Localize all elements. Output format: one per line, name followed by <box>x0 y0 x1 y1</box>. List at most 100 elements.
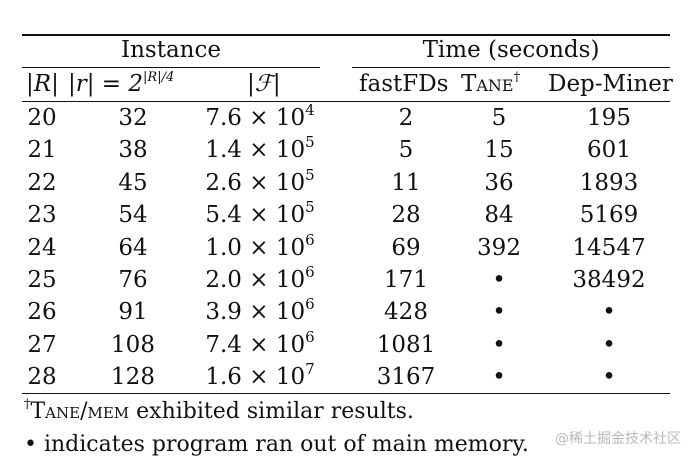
cell-R: 25 <box>27 267 57 293</box>
cell-fastfds: 171 <box>384 267 428 293</box>
footnote-tane-mem: †Tane/mem exhibited similar results. <box>24 397 414 425</box>
cell-r: 91 <box>118 299 148 326</box>
cell-fastfds: 5 <box>398 137 414 164</box>
footnote-bullet: • <box>24 432 37 457</box>
header-rule <box>22 101 670 102</box>
cell-F-exponent: 5 <box>305 133 315 152</box>
cell-fastfds: 428 <box>384 299 428 326</box>
cell-tane: • <box>492 331 506 358</box>
cell-fastfds: 2 <box>398 105 414 131</box>
cell-F-exponent: 6 <box>305 327 315 346</box>
cell-F: 1.4 × 105 <box>205 134 314 166</box>
cell-F-exponent: 5 <box>305 165 315 184</box>
cell-depminer: • <box>602 331 616 358</box>
cell-F-mantissa: 1.0 × 10 <box>205 234 306 261</box>
col-header-r: |r| = 2|R|/4 <box>68 71 174 97</box>
cell-F-mantissa: 5.4 × 10 <box>205 202 306 229</box>
cell-R: 28 <box>27 364 57 391</box>
table-row: 28 128 1.6 × 107 3167 • • <box>0 361 693 393</box>
cell-r: 64 <box>118 234 148 261</box>
cell-F: 3.9 × 106 <box>205 296 314 328</box>
cell-R: 27 <box>27 331 57 358</box>
cell-depminer: • <box>602 299 616 326</box>
cell-depminer: 14547 <box>572 234 646 261</box>
cell-depminer: 601 <box>587 137 631 164</box>
cell-F: 7.4 × 106 <box>205 329 314 361</box>
cell-r: 108 <box>111 331 155 358</box>
cell-tane: 5 <box>491 105 507 131</box>
cell-F: 1.6 × 107 <box>205 361 314 393</box>
cell-tane: • <box>492 267 506 293</box>
col-header-F: |ℱ| <box>247 71 281 97</box>
cell-F: 2.6 × 105 <box>205 167 314 199</box>
table-row: 27 108 7.4 × 106 1081 • • <box>0 329 693 361</box>
col-header-tane-dagger: † <box>513 70 521 85</box>
cell-tane: 392 <box>477 234 521 261</box>
cell-fastfds: 1081 <box>376 331 436 358</box>
cell-depminer: 195 <box>587 105 631 131</box>
cell-F-exponent: 6 <box>305 295 315 314</box>
table-row: 23 54 5.4 × 105 28 84 5169 <box>0 199 693 231</box>
footnote-tane-mem-label: Tane/mem <box>30 399 130 424</box>
footnote-dagger: † <box>24 397 31 412</box>
cell-tane: 36 <box>484 169 514 196</box>
col-header-tane-label: Tane <box>461 71 514 97</box>
table-row: 22 45 2.6 × 105 11 36 1893 <box>0 167 693 199</box>
cell-F-exponent: 5 <box>305 198 315 217</box>
cell-F-mantissa: 2.6 × 10 <box>205 169 306 196</box>
col-header-R: |R| <box>26 71 59 97</box>
cell-F-mantissa: 3.9 × 10 <box>205 299 306 326</box>
cell-r: 54 <box>118 202 148 229</box>
cell-R: 20 <box>27 105 57 131</box>
cell-r: 76 <box>118 267 148 293</box>
cell-F-mantissa: 1.4 × 10 <box>205 137 306 164</box>
cell-fastfds: 3167 <box>376 364 436 391</box>
col-header-fastfds: fastFDs <box>359 71 449 97</box>
cell-R: 22 <box>27 169 57 196</box>
cell-F-exponent: 6 <box>305 230 315 249</box>
time-group-rule <box>352 67 670 68</box>
cell-F-exponent: 6 <box>305 263 315 281</box>
table-row: 20 32 7.6 × 104 2 5 195 <box>0 102 693 134</box>
table-row: 24 64 1.0 × 106 69 392 14547 <box>0 232 693 264</box>
table-row: 21 38 1.4 × 105 5 15 601 <box>0 134 693 166</box>
cell-R: 23 <box>27 202 57 229</box>
cell-depminer: • <box>602 364 616 391</box>
top-rule <box>22 34 670 36</box>
cell-r: 45 <box>118 169 148 196</box>
cell-F: 2.0 × 106 <box>205 264 314 296</box>
footnote-memory-text: indicates program ran out of main memory… <box>36 432 529 457</box>
cell-tane: • <box>492 299 506 326</box>
cell-F: 5.4 × 105 <box>205 199 314 231</box>
cell-tane: • <box>492 364 506 391</box>
cell-R: 24 <box>27 234 57 261</box>
col-header-r-exponent: |R|/4 <box>143 70 175 85</box>
cell-fastfds: 28 <box>391 202 421 229</box>
footnote-memory: • indicates program ran out of main memo… <box>24 432 529 458</box>
cell-R: 21 <box>27 137 57 164</box>
footnote-tane-mem-text: exhibited similar results. <box>129 399 414 424</box>
cell-fastfds: 69 <box>391 234 421 261</box>
instance-group-header: Instance <box>121 37 221 63</box>
col-header-tane: Tane† <box>461 71 520 97</box>
cell-F-exponent: 4 <box>305 101 315 119</box>
cell-r: 38 <box>118 137 148 164</box>
instance-group-rule <box>22 67 320 68</box>
cell-F: 7.6 × 104 <box>205 102 314 134</box>
cell-depminer: 5169 <box>579 202 639 229</box>
cell-depminer: 38492 <box>572 267 646 293</box>
bottom-rule <box>22 393 670 394</box>
cell-R: 26 <box>27 299 57 326</box>
col-header-depminer: Dep-Miner <box>548 71 673 97</box>
cell-F-mantissa: 7.4 × 10 <box>205 331 306 358</box>
cell-tane: 15 <box>484 137 514 164</box>
cell-r: 32 <box>118 105 148 131</box>
cell-F-mantissa: 2.0 × 10 <box>205 267 306 293</box>
cell-F-exponent: 7 <box>305 360 315 379</box>
cell-r: 128 <box>111 364 155 391</box>
cell-F-mantissa: 1.6 × 10 <box>205 364 306 391</box>
cell-depminer: 1893 <box>579 169 639 196</box>
cell-tane: 84 <box>484 202 514 229</box>
watermark: @稀土掘金技术社区 <box>555 431 681 447</box>
cell-F-mantissa: 7.6 × 10 <box>205 105 306 131</box>
